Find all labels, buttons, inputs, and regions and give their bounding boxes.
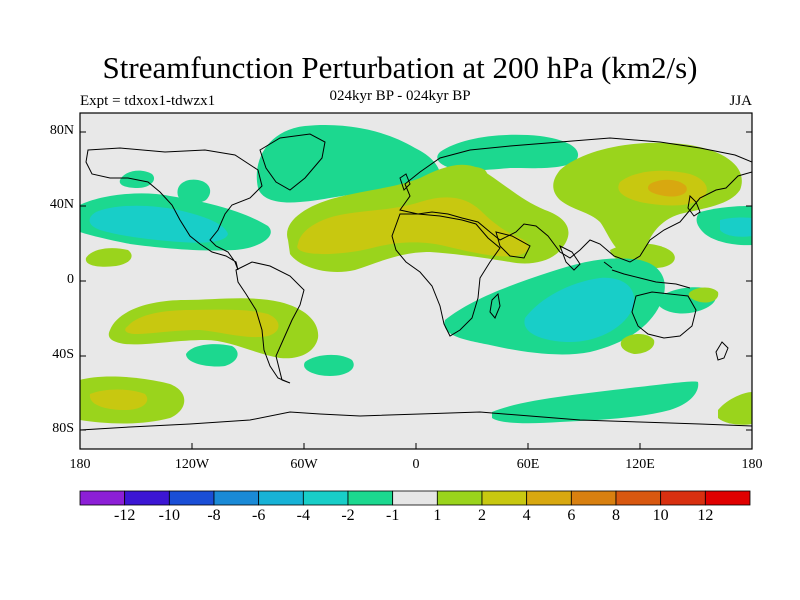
colorbar-swatch: [168, 490, 215, 506]
contour-atlantic-africa-high-inner: [297, 197, 529, 257]
coast-australia: [631, 291, 697, 339]
x-tick-60e: 60E: [516, 457, 540, 472]
colorbar-swatch: [79, 490, 126, 506]
coast-japan: [687, 194, 701, 217]
contour-greenland-low: [256, 124, 441, 204]
contour-southern-ocean-low: [492, 381, 699, 424]
colorbar-swatch: [392, 490, 438, 506]
contour-tropical-pacific-weak: [85, 248, 132, 267]
coast-new-zealand: [715, 341, 729, 361]
experiment-label: Expt = tdxox1-tdwzx1: [80, 93, 216, 109]
colorbar-swatch: [213, 490, 260, 506]
y-tick-80s: 80S: [52, 421, 74, 436]
colorbar-label: -6: [251, 507, 266, 524]
colorbar-swatch: [570, 490, 617, 506]
colorbar-swatch: [436, 490, 483, 506]
contour-south-pacific-low: [186, 344, 238, 367]
coast-arabia: [495, 231, 531, 259]
coast-british-isles: [399, 173, 411, 191]
colorbar-swatch: [124, 490, 170, 506]
coast-antarctica: [80, 411, 752, 431]
contour-australia-pos: [688, 287, 719, 303]
contour-southern-pacific-high-inner: [89, 389, 148, 410]
colorbar-label: 8: [612, 507, 620, 524]
contour-westpacific-edge-inner: [720, 217, 752, 237]
coast-africa: [391, 213, 501, 337]
colorbar-swatch: [704, 490, 751, 506]
y-tick-80n: 80N: [49, 123, 74, 138]
colorbar-label: -2: [341, 507, 355, 524]
chart-subtitle: 024kyr BP - 024kyr BP: [329, 88, 471, 104]
colorbar-label: -4: [296, 507, 310, 524]
colorbar-label: 4: [522, 507, 531, 524]
colorbar-swatch: [526, 490, 572, 506]
contour-epacific-low-inner: [89, 205, 228, 243]
coast-south-america: [235, 261, 305, 384]
contour-nz-weak: [620, 334, 655, 354]
colorbar-swatch: [660, 490, 706, 506]
coast-indonesia: [603, 261, 691, 289]
colorbar-label: 12: [697, 507, 714, 524]
y-tick-40n: 40N: [49, 197, 74, 212]
x-tick-120w: 120W: [174, 457, 210, 472]
x-tick-180e: 180: [741, 457, 763, 472]
coastlines: [80, 133, 752, 431]
colorbar-label: 1: [433, 507, 442, 524]
contour-indian-low-inner: [524, 277, 635, 342]
contour-south-atlantic-weak: [304, 354, 354, 376]
colorbar-label: -10: [158, 507, 180, 524]
axis-ticks: [79, 131, 753, 449]
contour-npacific-high-core: [647, 179, 687, 197]
coast-madagascar: [489, 292, 501, 319]
contour-canada-weak: [177, 179, 211, 204]
coast-india: [559, 244, 581, 271]
x-tick-60w: 60W: [290, 457, 318, 472]
contour-sepacific-high-inner: [125, 309, 279, 338]
colorbar-swatch: [481, 490, 528, 506]
colorbar-swatch: [347, 490, 394, 506]
x-tick-180w: 180: [69, 457, 91, 472]
colorbar-label: 2: [478, 507, 486, 524]
x-tick-0: 0: [412, 457, 420, 472]
chart-title: Streamfunction Perturbation at 200 hPa (…: [102, 50, 698, 85]
contour-ross-sea-high: [718, 392, 752, 425]
colorbar-label: -12: [113, 507, 136, 524]
colorbar-label: -1: [385, 507, 400, 524]
colorbar-swatch: [302, 490, 349, 506]
contour-eurasia-weak: [449, 166, 489, 197]
colorbar-label: -8: [207, 507, 221, 524]
x-tick-120e: 120E: [625, 457, 655, 472]
coast-greenland: [259, 133, 326, 191]
coast-north-america: [85, 147, 263, 271]
colorbar-label: 10: [652, 507, 669, 524]
colorbar-label: 6: [567, 507, 576, 524]
contour-fills: [80, 124, 752, 425]
colorbar-swatch: [258, 490, 304, 506]
y-tick-40s: 40S: [52, 347, 74, 362]
y-tick-0: 0: [67, 272, 74, 287]
season-label: JJA: [729, 93, 752, 109]
colorbar-swatch: [615, 490, 662, 506]
